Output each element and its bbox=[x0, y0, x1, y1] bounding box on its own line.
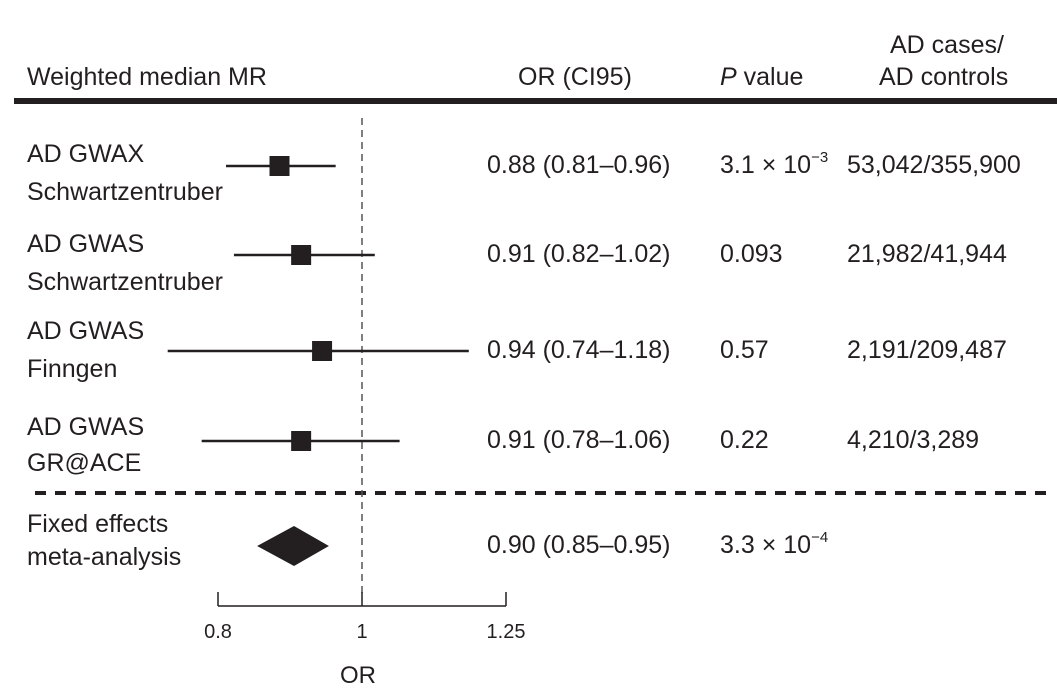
meta-p-value: 3.3 × 10−4 bbox=[720, 529, 829, 559]
meta-p-value-exponent: −4 bbox=[811, 529, 829, 546]
cases-controls-value: 21,982/41,944 bbox=[847, 240, 1007, 268]
study-label-line2: Finngen bbox=[27, 355, 118, 383]
x-tick-label: 0.8 bbox=[204, 621, 232, 643]
or-ci-value: 0.88 (0.81–0.96) bbox=[487, 151, 671, 179]
p-value: 0.093 bbox=[720, 240, 783, 268]
x-tick-label: 1.25 bbox=[486, 621, 526, 643]
p-value-column-heading: P value bbox=[720, 61, 803, 93]
or-ci-value: 0.91 (0.82–1.02) bbox=[487, 240, 671, 268]
meta-label-line2: meta-analysis bbox=[27, 543, 182, 571]
x-tick-label: 1 bbox=[356, 621, 368, 643]
or-point bbox=[312, 341, 333, 361]
or-point bbox=[291, 431, 312, 451]
or-ci-value: 0.91 (0.78–1.06) bbox=[487, 426, 671, 454]
study-label-line2: Schwartzentruber bbox=[27, 268, 223, 296]
p-value: 3.1 × 10−3 bbox=[720, 149, 829, 179]
or-column-heading: OR (CI95) bbox=[518, 63, 632, 91]
or-ci-value: 0.94 (0.74–1.18) bbox=[487, 336, 671, 364]
p-italic: P bbox=[720, 63, 737, 91]
cases-controls-value: 2,191/209,487 bbox=[847, 336, 1007, 364]
study-label-line1: AD GWAS bbox=[27, 413, 145, 441]
cases-controls-value: 4,210/3,289 bbox=[847, 426, 980, 454]
cases-column-heading-line1: AD cases/ bbox=[890, 31, 1004, 59]
study-label-line2: Schwartzentruber bbox=[27, 178, 223, 206]
p-value-exponent: −3 bbox=[811, 149, 829, 166]
study-label-line2: GR@ACE bbox=[27, 449, 142, 477]
p-value: 0.22 bbox=[720, 426, 769, 454]
p-value: 0.57 bbox=[720, 336, 769, 364]
study-label-line1: AD GWAX bbox=[27, 140, 145, 168]
cases-controls-value: 53,042/355,900 bbox=[847, 151, 1021, 179]
meta-diamond bbox=[257, 526, 329, 566]
meta-label-line1: Fixed effects bbox=[27, 510, 169, 538]
x-axis-label: OR bbox=[340, 662, 376, 689]
method-heading: Weighted median MR bbox=[27, 63, 267, 91]
p-rest: value bbox=[736, 63, 804, 91]
meta-or-ci-value: 0.90 (0.85–0.95) bbox=[487, 531, 671, 559]
study-label-line1: AD GWAS bbox=[27, 317, 145, 345]
or-point bbox=[291, 245, 312, 265]
or-point bbox=[269, 156, 290, 176]
study-label-line1: AD GWAS bbox=[27, 230, 145, 258]
cases-column-heading-line2: AD controls bbox=[879, 63, 1009, 91]
